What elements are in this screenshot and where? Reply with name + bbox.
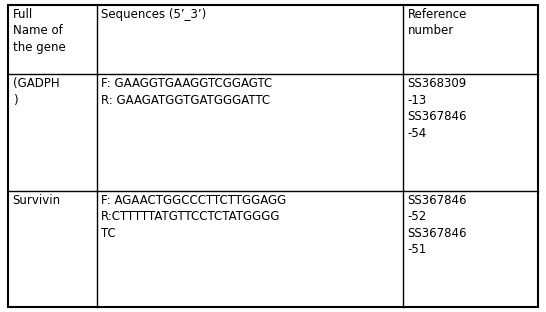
Text: Reference
number: Reference number [408,8,467,37]
Text: Sequences (5’_3’): Sequences (5’_3’) [102,8,206,21]
Text: F: GAAGGTGAAGGTCGGAGTC
R: GAAGATGGTGATGGGATTC: F: GAAGGTGAAGGTCGGAGTC R: GAAGATGGTGATGG… [102,77,272,107]
Text: (GADPH
): (GADPH ) [13,77,59,107]
Text: Full
Name of
the gene: Full Name of the gene [13,8,66,54]
Text: SS368309
-13
SS367846
-54: SS368309 -13 SS367846 -54 [408,77,467,140]
Text: F: AGAACTGGCCCTTCTTGGAGG
R:CTTTTTATGTTCCTCTATGGGG
TC: F: AGAACTGGCCCTTCTTGGAGG R:CTTTTTATGTTCC… [102,194,287,240]
Text: Survivin: Survivin [13,194,61,207]
Text: SS367846
-52
SS367846
-51: SS367846 -52 SS367846 -51 [408,194,467,256]
